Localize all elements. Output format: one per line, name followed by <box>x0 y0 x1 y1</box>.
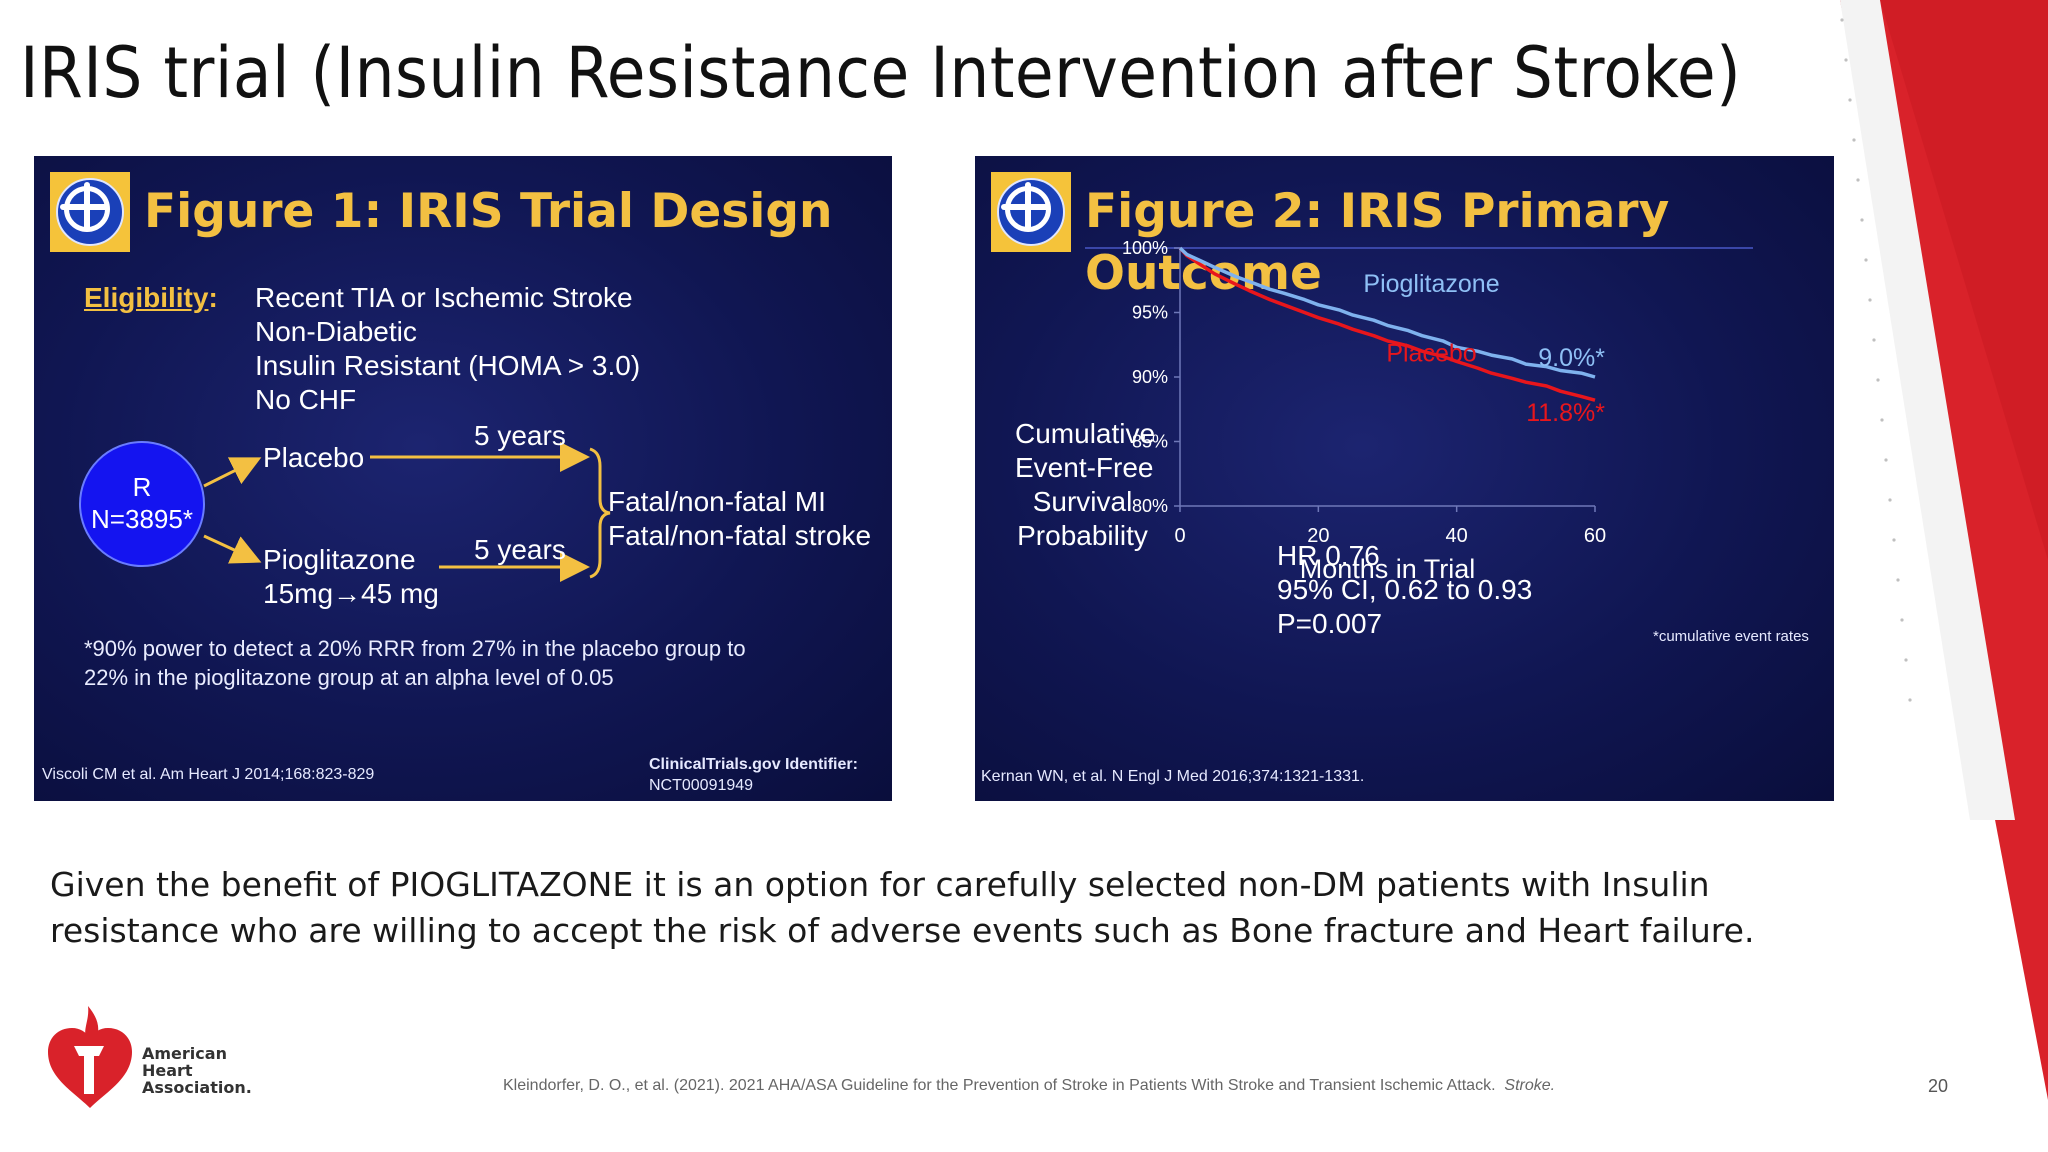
figure-2-footnote: *cumulative event rates <box>1653 628 1809 645</box>
trial-arrows <box>203 442 611 582</box>
footer-citation: Kleindorfer, D. O., et al. (2021). 2021 … <box>503 1077 1555 1095</box>
y-tick-label: 85% <box>1132 432 1168 452</box>
series-end-label-pioglitazone: 9.0%* <box>1538 344 1605 372</box>
arm-placebo-duration: 5 years <box>474 420 566 451</box>
figure-2-primary-outcome: Figure 2: IRIS Primary Outcome Cumulativ… <box>975 156 1834 801</box>
figure-1-footnote-line-2: 22% in the pioglitazone group at an alph… <box>84 665 614 690</box>
series-label-placebo: Placebo <box>1386 340 1476 368</box>
trial-id: NCT00091949 <box>649 777 754 794</box>
decorative-side-shapes <box>1840 0 2048 1100</box>
body-text: Given the benefit of PIOGLITAZONE it is … <box>50 865 1755 950</box>
x-tick-label: 0 <box>1174 525 1185 547</box>
heart-torch-logo-icon <box>48 1006 132 1108</box>
arm-pioglitazone-duration: 5 years <box>474 534 566 565</box>
x-tick-label: 40 <box>1446 525 1468 547</box>
survival-chart: 100% 95% 90% 85% 80% 0 20 40 60 Months in Trial Pi… <box>1122 238 1606 584</box>
outcome-mi: Fatal/non-fatal MI <box>608 486 826 517</box>
figure-2-citation: Kernan WN, et al. N Engl J Med 2016;374:… <box>981 768 1365 785</box>
slide-title: IRIS trial (Insulin Resistance Intervent… <box>20 32 1742 114</box>
series-line-pioglitazone <box>1178 246 1596 379</box>
x-tick-label: 20 <box>1307 525 1329 547</box>
trial-id-label: ClinicalTrials.gov Identifier: <box>649 756 858 773</box>
y-tick-label: 90% <box>1132 367 1168 387</box>
ylabel-line-3: Survival <box>1032 486 1133 517</box>
figure-1-citation: Viscoli CM et al. Am Heart J 2014;168:82… <box>42 766 375 783</box>
figure-2-title-line-1: Figure 2: IRIS Primary <box>1085 184 1670 239</box>
criterion-2: Non-Diabetic <box>255 316 417 347</box>
arm-pioglitazone-dose: 15mg→45 mg <box>263 578 439 609</box>
org-name: American Heart Association. <box>142 1045 252 1096</box>
figure-1-trial-design: Figure 1: IRIS Trial Design Eligibility:… <box>34 156 892 801</box>
iris-logo-icon <box>991 172 1071 252</box>
series-label-pioglitazone: Pioglitazone <box>1363 270 1499 298</box>
ylabel-line-4: Probability <box>1017 520 1148 551</box>
iris-logo-icon <box>50 172 130 252</box>
org-name-line-2: Heart <box>142 1061 193 1080</box>
y-tick-label: 80% <box>1132 496 1168 516</box>
series-end-label-placebo: 11.8%* <box>1526 399 1605 427</box>
org-name-line-1: American <box>142 1044 227 1063</box>
footer-journal: Stroke. <box>1504 1077 1556 1094</box>
eligibility-heading: Eligibility: <box>84 282 218 314</box>
title-underline <box>1085 247 1753 249</box>
randomization-letter: R <box>132 472 152 502</box>
criterion-3: Insulin Resistant (HOMA > 3.0) <box>255 350 641 381</box>
stat-hr: HR 0.76 <box>1277 540 1380 571</box>
stat-ci: 95% CI, 0.62 to 0.93 <box>1277 574 1533 605</box>
randomization-circle: R N=3895* <box>79 441 205 567</box>
series-line-placebo <box>1178 246 1596 402</box>
y-tick-label: 100% <box>1122 238 1168 258</box>
outcome-stroke: Fatal/non-fatal stroke <box>608 520 872 551</box>
x-axis-label: Months in Trial <box>1300 554 1476 584</box>
x-tick-label: 60 <box>1584 525 1606 547</box>
arm-pioglitazone-label: Pioglitazone <box>263 544 416 575</box>
page-number: 20 <box>1928 1076 1949 1096</box>
randomization-n: N=3895* <box>91 504 193 534</box>
eligibility-label: Eligibility <box>84 282 209 313</box>
ylabel-line-1: Cumulative <box>1015 418 1156 449</box>
figure-1-title: Figure 1: IRIS Trial Design <box>144 184 833 239</box>
figure-1-footnote-line-1: *90% power to detect a 20% RRR from 27% … <box>84 636 746 661</box>
criterion-4: No CHF <box>255 384 357 415</box>
footer-citation-text: Kleindorfer, D. O., et al. (2021). 2021 … <box>503 1077 1496 1094</box>
eligibility-colon: : <box>208 282 218 313</box>
ylabel-line-2: Event-Free <box>1015 452 1154 483</box>
stat-p: P=0.007 <box>1277 608 1383 639</box>
criterion-1: Recent TIA or Ischemic Stroke <box>255 282 633 313</box>
y-tick-label: 95% <box>1132 303 1168 323</box>
org-name-line-3: Association. <box>142 1078 252 1097</box>
arm-placebo-label: Placebo <box>263 442 365 473</box>
